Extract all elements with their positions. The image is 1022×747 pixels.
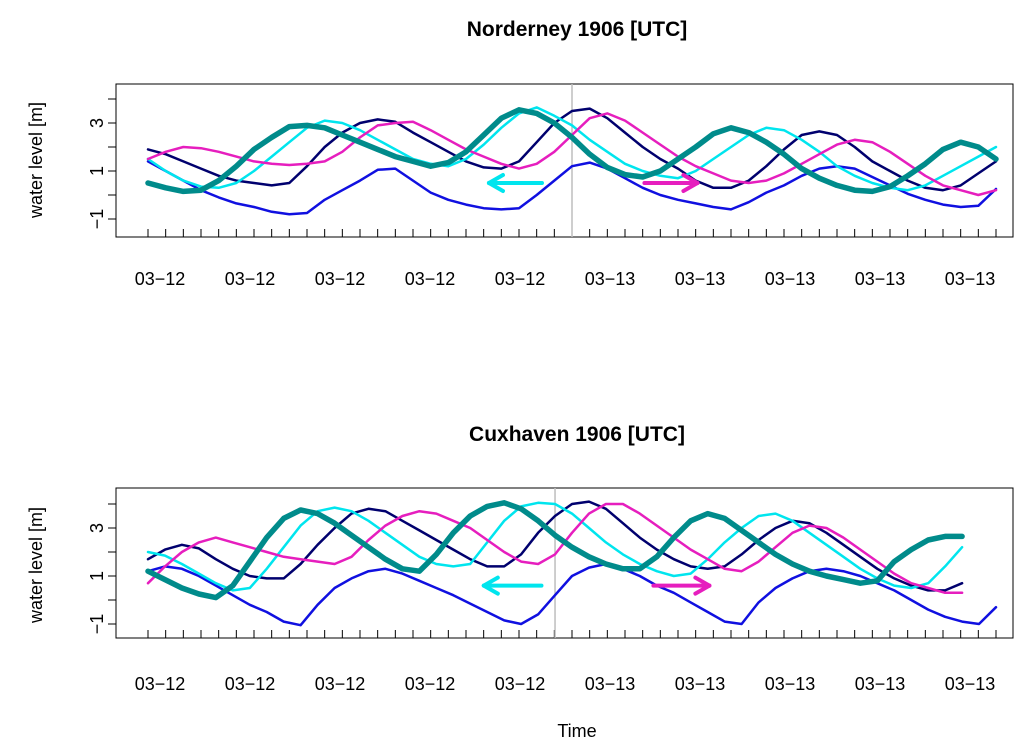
x-tick-label: 03−12 [315, 269, 366, 289]
x-tick-label: 03−13 [945, 674, 996, 694]
y-tick-label: 3 [87, 118, 107, 128]
y-tick-label: −1 [87, 614, 107, 635]
series-line [146, 107, 998, 192]
x-tick-label: 03−12 [135, 674, 186, 694]
x-tick-label: 03−13 [765, 674, 816, 694]
series-line [146, 501, 964, 592]
x-tick-label: 03−13 [945, 269, 996, 289]
x-tick-label: 03−12 [225, 674, 276, 694]
series-line [146, 106, 998, 192]
y-tick-label: 1 [87, 571, 107, 581]
arrow-right-icon [642, 173, 700, 193]
plot-frame [115, 487, 1014, 639]
x-tick-label: 03−13 [765, 269, 816, 289]
chart-title: Cuxhaven 1906 [UTC] [469, 423, 685, 446]
x-tick-label: 03−12 [315, 674, 366, 694]
series-line [146, 500, 964, 592]
arrow-left-icon [486, 173, 544, 193]
series-line [146, 562, 998, 627]
x-tick-label: 03−12 [225, 269, 276, 289]
y-axis-label: water level [m] [26, 507, 46, 624]
x-tick-label: 03−12 [495, 269, 546, 289]
series-line [146, 502, 964, 595]
y-axis-label: water level [m] [26, 102, 46, 219]
x-axis-label: Time [557, 721, 596, 741]
x-tick-label: 03−13 [855, 674, 906, 694]
x-tick-label: 03−13 [585, 674, 636, 694]
arrow-right-icon [651, 575, 712, 596]
x-tick-label: 03−12 [495, 674, 546, 694]
chart-title: Norderney 1906 [UTC] [467, 18, 688, 41]
series-line [145, 500, 965, 601]
x-tick-label: 03−13 [855, 269, 906, 289]
plot-frame [115, 83, 1014, 238]
y-tick-label: 3 [87, 523, 107, 533]
chart-norderney: Norderney 1906 [UTC] water level [m] −1 1… [26, 18, 1014, 289]
x-tick-label: 03−13 [585, 269, 636, 289]
x-tick-label: 03−12 [135, 269, 186, 289]
x-tick-label: 03−12 [405, 674, 456, 694]
series-line [145, 107, 999, 195]
y-tick-label: −1 [87, 209, 107, 230]
arrow-left-icon [481, 575, 544, 596]
chart-cuxhaven: Cuxhaven 1906 [UTC] water level [m] −1 1 3… [26, 423, 1014, 694]
x-tick-label: 03−12 [405, 269, 456, 289]
x-tick-label: 03−13 [675, 674, 726, 694]
x-tick-label: 03−13 [675, 269, 726, 289]
y-tick-label: 1 [87, 166, 107, 176]
series-line [146, 160, 998, 216]
